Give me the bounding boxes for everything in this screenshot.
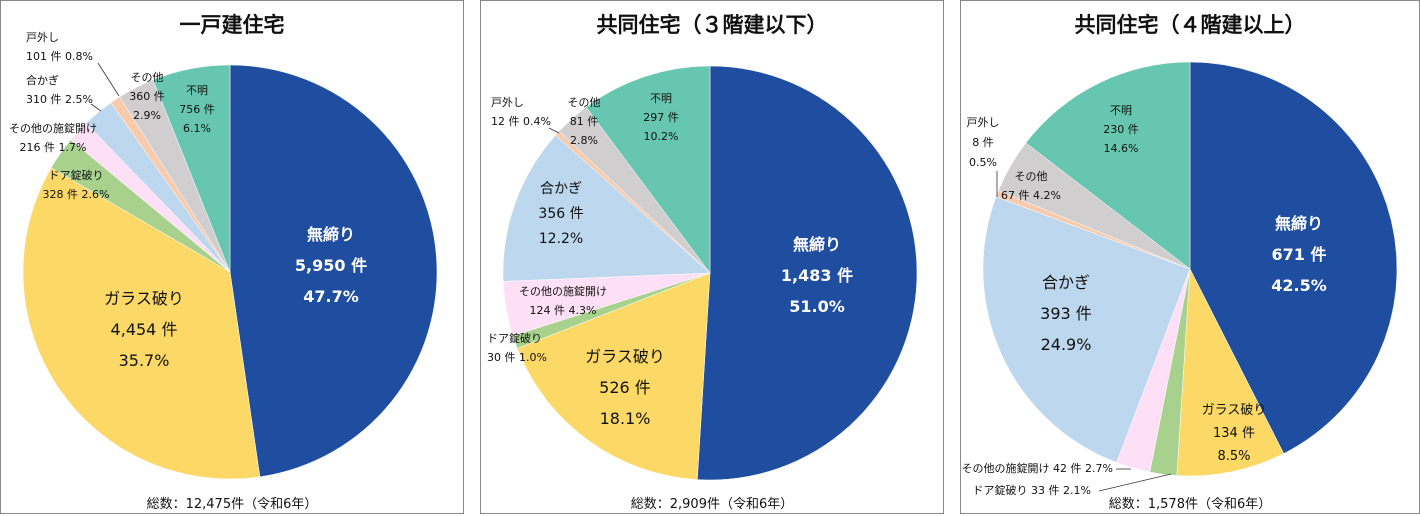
chart-panel-detached: 一戸建住宅 無締り 5,950 件 47.7% ガラス破り 4,454 件 35.7% … [0, 0, 464, 514]
total-count: 総数：2,909件（令和6年） [630, 497, 794, 512]
label-spare-key: 合かぎ 393 件 24.9% [1040, 273, 1092, 354]
pie-slice [502, 134, 711, 282]
total-count: 総数：1,578件（令和6年） [1108, 497, 1272, 512]
pie-slice [152, 64, 231, 273]
label-other-unlock: その他の施錠開け 216 件 1.7% [9, 122, 97, 154]
chart-panel-high-rise: 共同住宅（４階建以上） 無締り 671 件 42.5% ガラス破り 134 件 8.5%… [960, 0, 1420, 514]
leader-line [1098, 473, 1172, 492]
pie-chart [982, 61, 1398, 492]
pie-chart [22, 62, 438, 480]
pie-slice [1025, 61, 1191, 270]
label-door-removal: 戸外し 12 件 0.4% [491, 96, 551, 128]
chart-title: 共同住宅（４階建以上） [1074, 13, 1306, 37]
label-glass: ガラス破り 4,454 件 35.7% [104, 289, 184, 370]
label-door: ドア錠破り 328 件 2.6% [42, 169, 110, 201]
label-mushimari: 無締り 671 件 42.5% [1271, 214, 1327, 295]
leader-line [97, 62, 120, 97]
label-unknown: 不明 297 件 10.2% [643, 92, 679, 143]
label-mushimari: 無締り 5,950 件 47.7% [294, 225, 368, 306]
label-spare-key: 合かぎ 356 件 12.2% [538, 181, 584, 247]
label-door-removal: 戸外し 101 件 0.8% [26, 31, 93, 63]
total-count: 総数：12,475件（令和6年） [146, 497, 318, 512]
pie-slice [22, 167, 261, 480]
pie-slice [1189, 61, 1398, 454]
label-mushimari: 無締り 1,483 件 51.0% [780, 235, 854, 316]
label-door: ドア錠破り 30 件 1.0% [487, 332, 547, 364]
pie-slice [229, 64, 438, 478]
label-other-unlock: その他の施錠開け 42 件 2.7% [961, 462, 1113, 475]
label-unknown: 不明 756 件 6.1% [179, 84, 215, 135]
pie-slice [982, 196, 1191, 463]
leader-line [90, 103, 102, 112]
leader-line [548, 127, 560, 134]
chart-panel-low-rise: 共同住宅（３階建以下） 無締り 1,483 件 51.0% ガラス破り 526 件 18… [480, 0, 944, 514]
label-other-unlock: その他の施錠開け 124 件 4.3% [519, 285, 607, 317]
pie-slice [697, 65, 918, 481]
chart-title: 共同住宅（３階建以下） [596, 13, 828, 37]
label-door: ドア錠破り 33 件 2.1% [972, 484, 1091, 497]
label-unknown: 不明 230 件 14.6% [1103, 104, 1139, 155]
label-glass: ガラス破り 134 件 8.5% [1201, 403, 1267, 464]
chart-title: 一戸建住宅 [179, 13, 285, 37]
pie-slice [585, 65, 711, 274]
pie-slice [1176, 268, 1285, 477]
label-other: その他 360 件 2.9% [129, 71, 165, 122]
label-spare-key: 合かぎ 310 件 2.5% [26, 74, 93, 106]
label-other: その他 67 件 4.2% [1001, 170, 1061, 202]
label-door-removal: 戸外し 8 件 0.5% [966, 116, 1000, 169]
pie-slice [516, 272, 711, 480]
label-other: その他 81 件 2.8% [567, 96, 601, 147]
pie-chart [502, 65, 918, 481]
label-glass: ガラス破り 526 件 18.1% [585, 347, 665, 428]
